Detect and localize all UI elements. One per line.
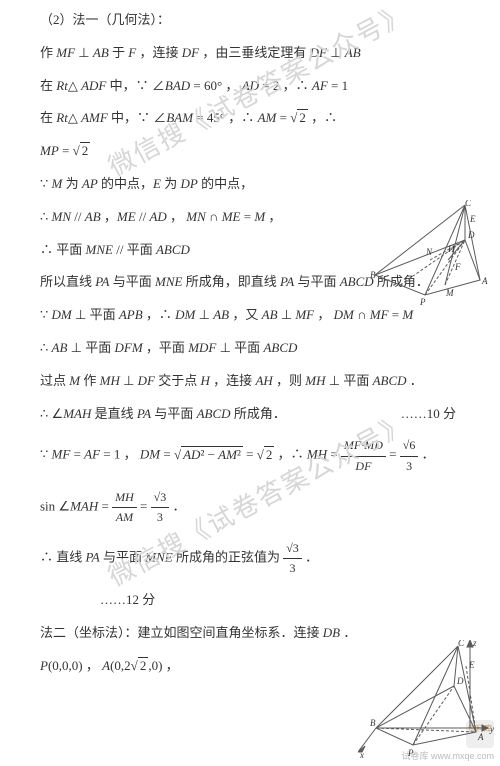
line-12: ∴ ∠MAH 是直线 PA 与平面 ABCD 所成角．……10 分 [40, 404, 476, 425]
svg-text:H: H [447, 244, 455, 254]
line-4: MP = 2 [40, 141, 476, 162]
svg-text:B: B [370, 718, 376, 728]
line-15: ∴ 直线 PA 与平面 MNE 所成角的正弦值为 √33 ． [40, 539, 476, 578]
svg-text:A: A [481, 276, 488, 286]
score-12: ……12 分 [100, 592, 155, 607]
diagram-1: B P A D C M F N E H [370, 200, 490, 320]
svg-text:D: D [467, 230, 475, 240]
svg-text:y: y [489, 724, 494, 734]
line-13: ∵ MF = AF = 1 ， DM = AD² − AM² = 2 ，∴ MH… [40, 436, 476, 475]
svg-text:C: C [465, 200, 472, 208]
line-11: 过点 M 作 MH ⊥ DF 交于点 H ，连接 AH ，则 MH ⊥ 平面 A… [40, 371, 476, 392]
line-1: 作 MF ⊥ AB 于 F ，连接 DF ，由三垂线定理有 DF ⊥ AB [40, 43, 476, 64]
line-10: ∴ AB ⊥ 平面 DFM ，平面 MDF ⊥ 平面 ABCD [40, 338, 476, 359]
svg-text:P: P [419, 297, 426, 307]
score-10: ……10 分 [401, 404, 456, 425]
line-14: sin ∠MAH = MHAM = √33 ． [40, 488, 476, 527]
svg-text:D: D [456, 676, 464, 686]
line-5: ∵ M 为 AP 的中点，E 为 DP 的中点， [40, 174, 476, 195]
diagram-2: B P A D C E x y z [358, 640, 498, 760]
svg-text:E: E [468, 660, 475, 670]
svg-text:P: P [407, 748, 414, 758]
page: 微信搜《试卷答案公众号》 微信搜《试卷答案公众号》 B P A D C M F … [0, 0, 500, 766]
line-3: 在 Rt△ AMF 中，∵ ∠BAM = 45° ，∴ AM = 2 ，∴ [40, 108, 476, 129]
header-line: （2）法一（几何法）： [40, 10, 476, 31]
svg-text:B: B [370, 270, 376, 280]
svg-text:C: C [458, 640, 465, 648]
line-2: 在 Rt△ ADF 中，∵ ∠BAD = 60° ， AD = 2 ，∴ AF … [40, 76, 476, 97]
svg-text:N: N [425, 247, 433, 257]
score-12-line: ……12 分 [100, 590, 476, 611]
svg-text:A: A [477, 732, 484, 742]
svg-text:E: E [469, 214, 476, 224]
svg-text:M: M [445, 288, 454, 298]
svg-text:F: F [454, 262, 461, 272]
